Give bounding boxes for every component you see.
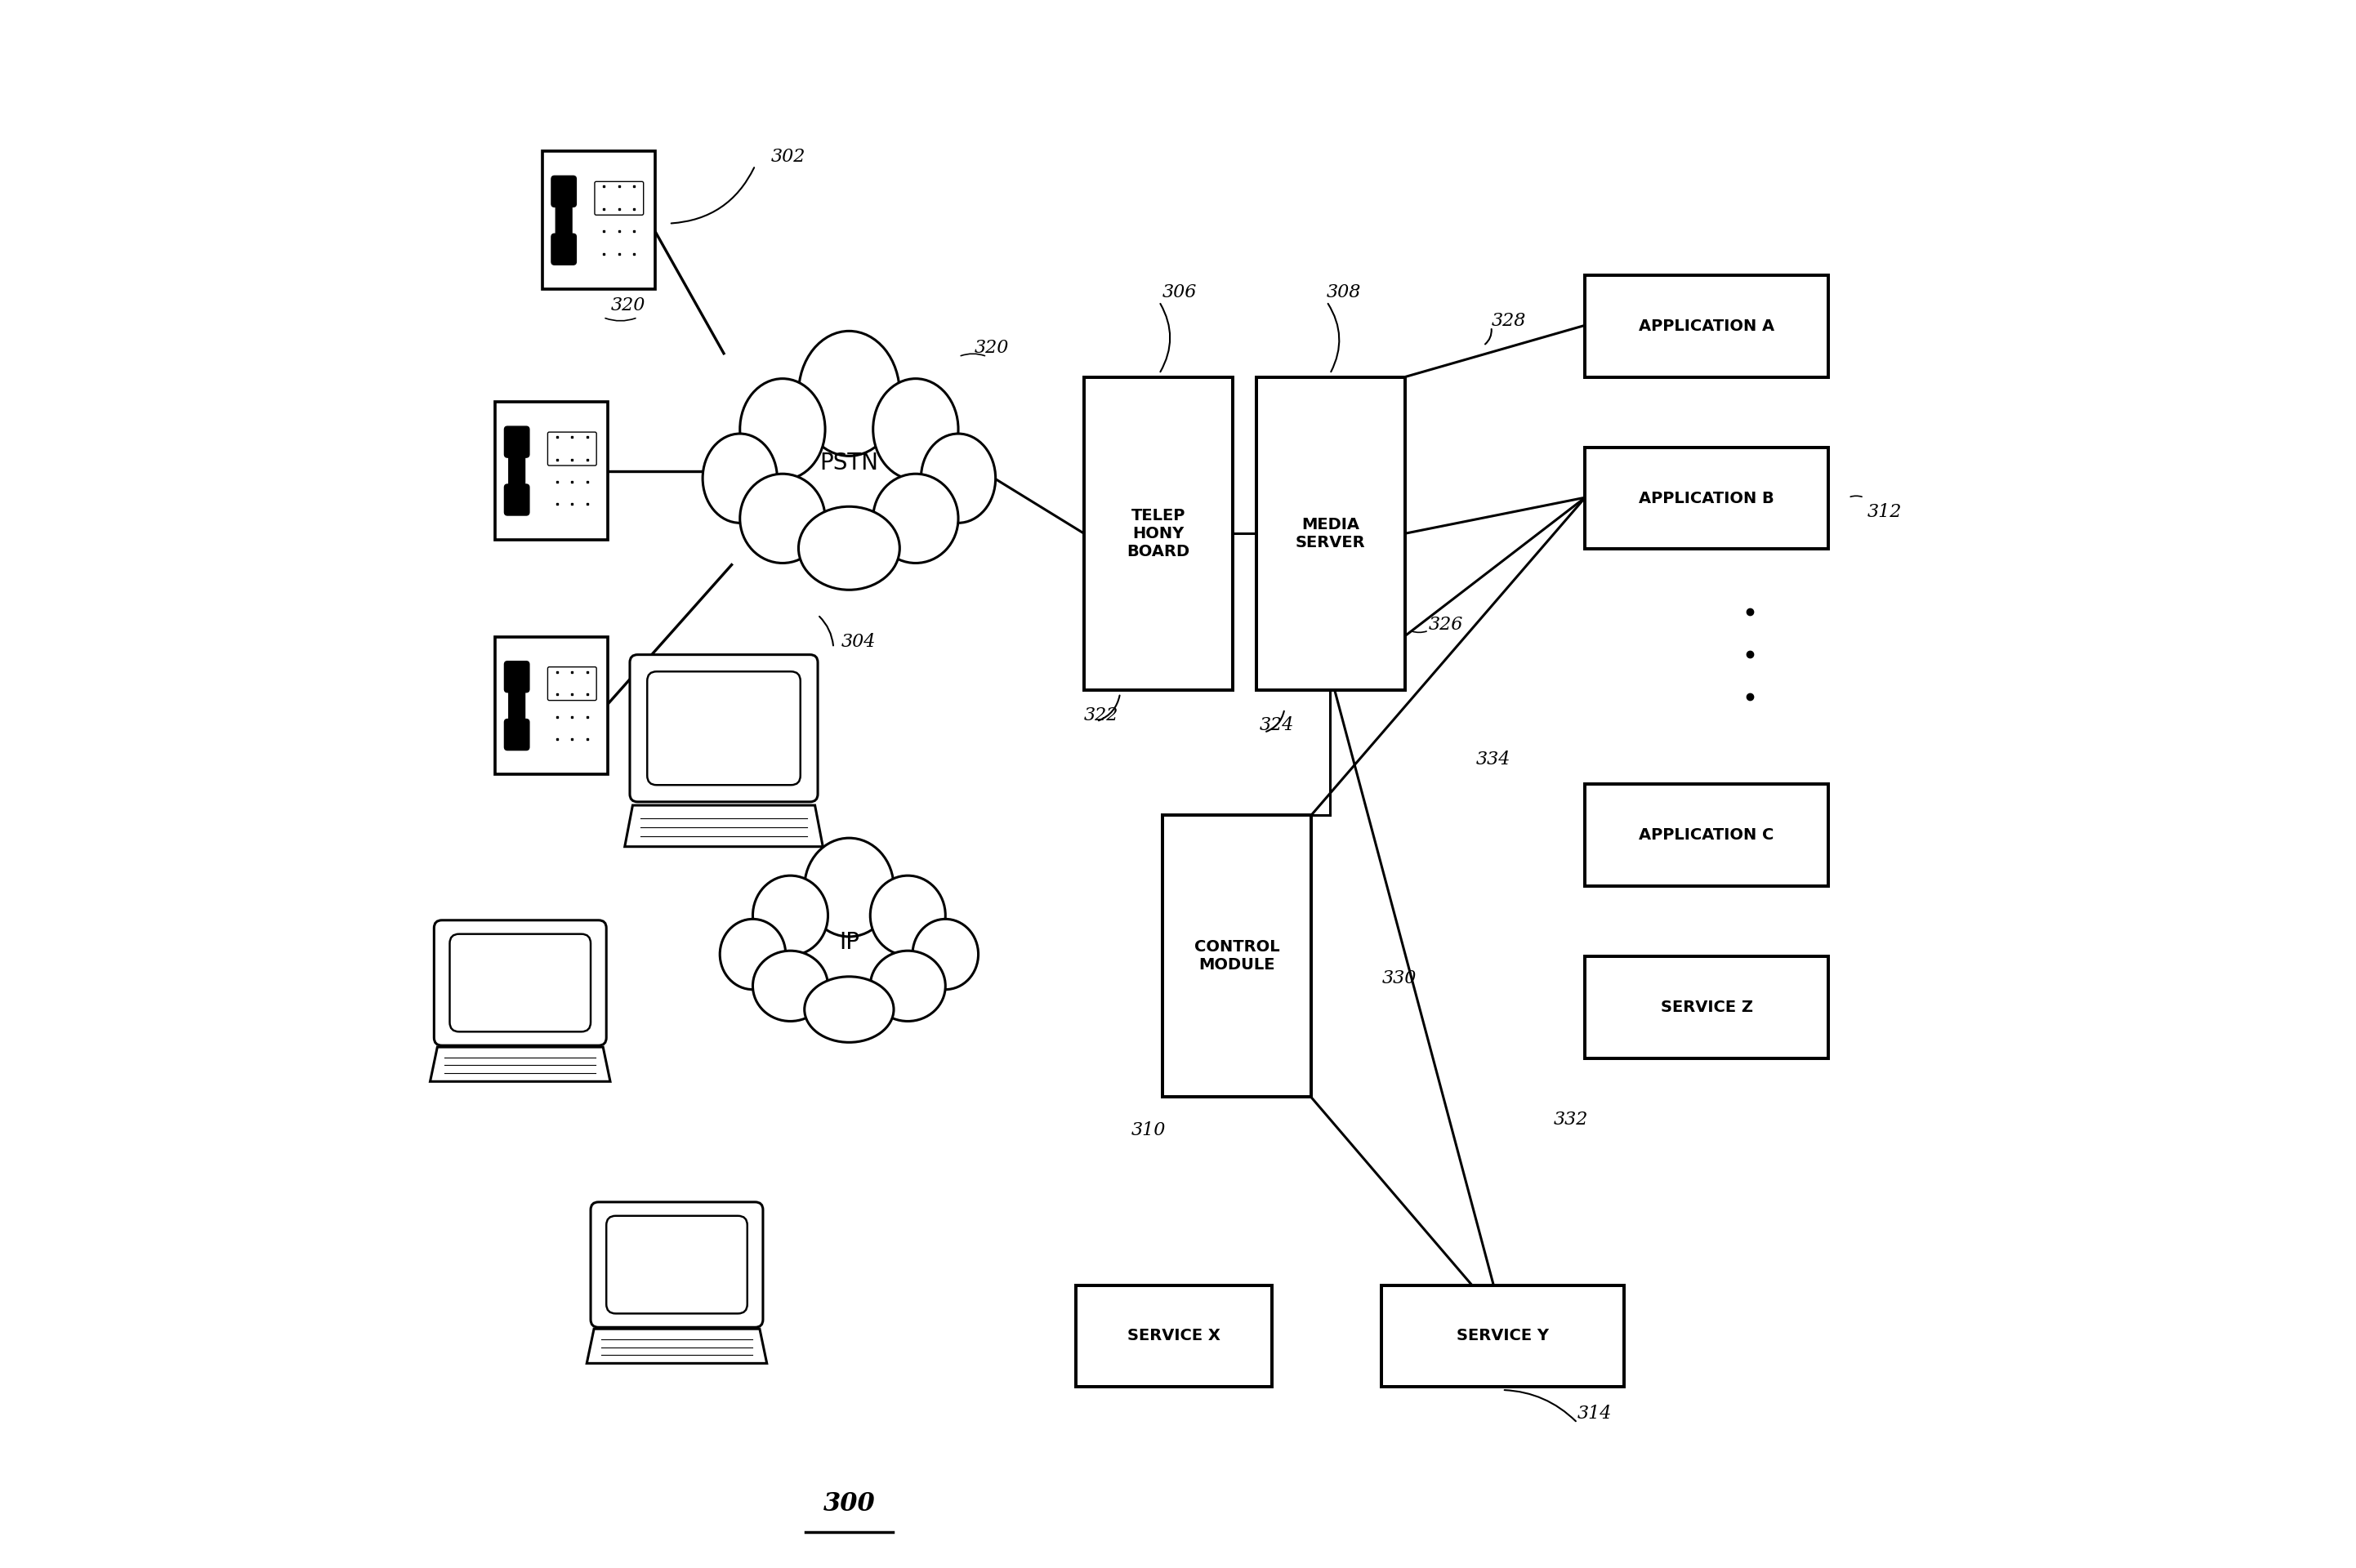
FancyBboxPatch shape [1586, 784, 1828, 886]
Ellipse shape [716, 345, 982, 597]
Ellipse shape [702, 434, 777, 522]
Ellipse shape [799, 506, 900, 590]
Text: 324: 324 [1260, 717, 1293, 734]
Ellipse shape [754, 950, 827, 1021]
Text: APPLICATION B: APPLICATION B [1640, 491, 1774, 506]
Text: 330: 330 [1381, 969, 1416, 988]
Text: CONTROL
MODULE: CONTROL MODULE [1194, 939, 1279, 974]
FancyBboxPatch shape [509, 688, 525, 724]
Ellipse shape [912, 919, 978, 989]
Text: 320: 320 [610, 296, 646, 314]
FancyBboxPatch shape [591, 1203, 763, 1327]
Text: 304: 304 [841, 633, 876, 651]
FancyBboxPatch shape [547, 433, 596, 466]
FancyBboxPatch shape [1162, 815, 1312, 1098]
FancyBboxPatch shape [547, 666, 596, 701]
Text: MEDIA
SERVER: MEDIA SERVER [1296, 517, 1366, 550]
FancyBboxPatch shape [1256, 376, 1404, 690]
FancyBboxPatch shape [495, 637, 608, 775]
Text: 308: 308 [1326, 284, 1362, 301]
Ellipse shape [874, 378, 959, 480]
Text: 310: 310 [1131, 1121, 1166, 1140]
Ellipse shape [921, 434, 997, 522]
Text: 320: 320 [975, 339, 1008, 356]
Ellipse shape [740, 378, 825, 480]
FancyBboxPatch shape [605, 1215, 747, 1314]
Text: SERVICE X: SERVICE X [1129, 1328, 1220, 1344]
FancyBboxPatch shape [556, 202, 573, 238]
Text: 306: 306 [1162, 284, 1197, 301]
Ellipse shape [733, 848, 966, 1049]
Polygon shape [624, 806, 822, 847]
Text: 300: 300 [822, 1491, 874, 1516]
Text: APPLICATION A: APPLICATION A [1640, 318, 1774, 334]
Text: 326: 326 [1428, 616, 1463, 633]
Text: APPLICATION C: APPLICATION C [1640, 828, 1774, 842]
FancyBboxPatch shape [504, 426, 530, 458]
FancyBboxPatch shape [434, 920, 605, 1046]
Polygon shape [431, 1047, 610, 1082]
FancyBboxPatch shape [1084, 376, 1232, 690]
FancyBboxPatch shape [542, 152, 655, 289]
FancyBboxPatch shape [629, 655, 818, 801]
Ellipse shape [803, 977, 893, 1043]
Text: 328: 328 [1491, 312, 1527, 329]
Text: IP: IP [839, 931, 860, 953]
Text: 334: 334 [1475, 751, 1510, 768]
Text: 314: 314 [1579, 1405, 1612, 1422]
FancyBboxPatch shape [1586, 956, 1828, 1058]
FancyBboxPatch shape [648, 671, 801, 786]
FancyBboxPatch shape [504, 662, 530, 693]
Ellipse shape [754, 875, 827, 955]
FancyBboxPatch shape [504, 485, 530, 516]
Text: SERVICE Y: SERVICE Y [1456, 1328, 1550, 1344]
FancyBboxPatch shape [504, 720, 530, 750]
Ellipse shape [799, 331, 900, 456]
Ellipse shape [869, 875, 945, 955]
Ellipse shape [869, 950, 945, 1021]
Text: SERVICE Z: SERVICE Z [1661, 999, 1753, 1014]
Polygon shape [587, 1328, 766, 1363]
FancyBboxPatch shape [1586, 274, 1828, 376]
Ellipse shape [740, 474, 825, 563]
FancyBboxPatch shape [551, 234, 577, 265]
Text: 302: 302 [770, 147, 806, 166]
FancyBboxPatch shape [1586, 447, 1828, 549]
Ellipse shape [803, 837, 893, 936]
Text: PSTN: PSTN [820, 452, 879, 475]
Text: 322: 322 [1084, 707, 1119, 724]
FancyBboxPatch shape [1381, 1286, 1623, 1386]
Text: 332: 332 [1555, 1110, 1588, 1129]
Ellipse shape [874, 474, 959, 563]
Ellipse shape [721, 919, 785, 989]
FancyBboxPatch shape [551, 176, 577, 207]
FancyBboxPatch shape [495, 401, 608, 539]
FancyBboxPatch shape [1077, 1286, 1272, 1386]
FancyBboxPatch shape [594, 182, 643, 215]
FancyBboxPatch shape [450, 935, 591, 1032]
Text: TELEP
HONY
BOARD: TELEP HONY BOARD [1126, 508, 1190, 560]
Text: 312: 312 [1868, 503, 1901, 521]
FancyBboxPatch shape [509, 453, 525, 489]
